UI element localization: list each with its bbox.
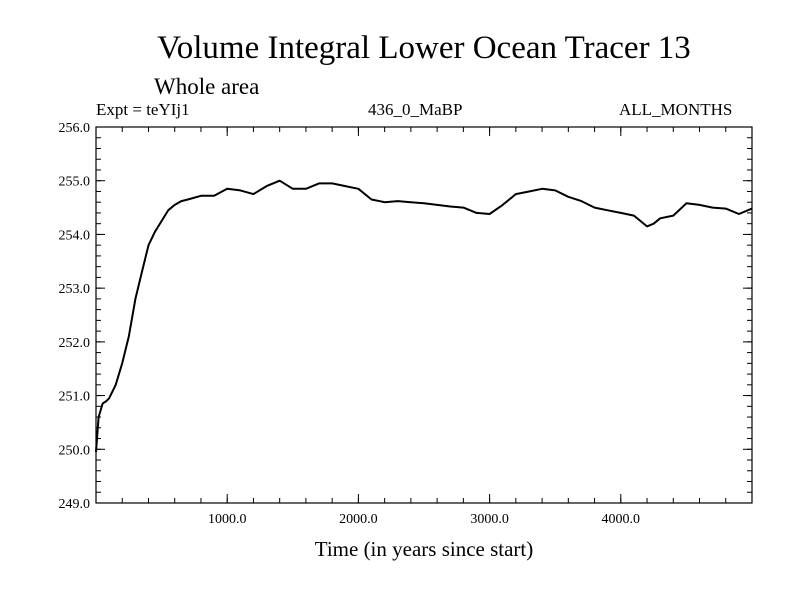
y-tick-label: 254.0 xyxy=(59,228,91,243)
y-tick-label: 256.0 xyxy=(59,121,91,136)
y-tick-label: 252.0 xyxy=(59,336,91,351)
y-tick-label: 249.0 xyxy=(59,497,91,512)
x-tick-label: 2000.0 xyxy=(339,512,378,527)
y-tick-label: 253.0 xyxy=(59,282,91,297)
y-tick-label: 250.0 xyxy=(59,443,91,458)
y-tick-label: 255.0 xyxy=(59,175,91,190)
y-tick-label: 251.0 xyxy=(59,390,91,405)
chart-title: Volume Integral Lower Ocean Tracer 13 xyxy=(157,30,691,66)
x-tick-label: 1000.0 xyxy=(208,512,247,527)
x-tick-label: 4000.0 xyxy=(602,512,641,527)
months-label: ALL_MONTHS xyxy=(619,100,733,119)
x-tick-label: 3000.0 xyxy=(470,512,509,527)
tick-layer: 249.0 250.0 251.0 252.0 253.0 254.0 255.0 256.0… xyxy=(59,121,752,527)
chart-subtitle: Whole area xyxy=(154,74,260,99)
plot-frame xyxy=(95,126,753,504)
series-line xyxy=(95,179,753,453)
x-axis-label: Time (in years since start) xyxy=(315,537,534,561)
experiment-label: Expt = teYIj1 xyxy=(96,100,190,119)
period-label: 436_0_MaBP xyxy=(368,100,463,119)
